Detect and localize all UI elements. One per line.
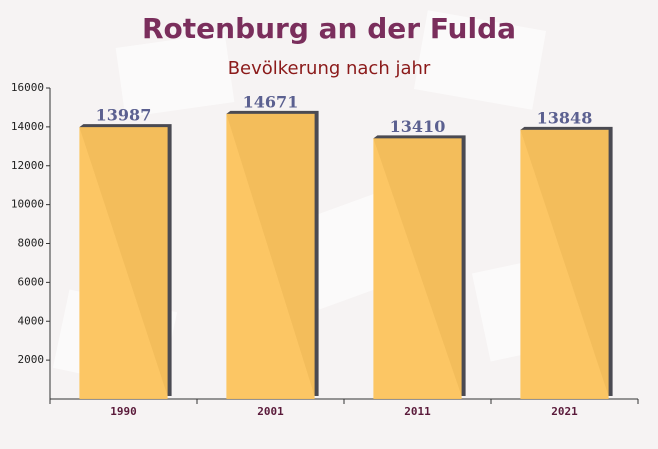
value-label: 13987 <box>96 106 152 125</box>
x-tick-label: 1990 <box>110 405 137 418</box>
y-tick-label: 14000 <box>11 120 44 133</box>
bar <box>79 127 168 399</box>
y-tick-label: 6000 <box>18 275 45 288</box>
y-tick-label: 8000 <box>18 237 45 250</box>
y-tick-label: 16000 <box>11 81 44 94</box>
y-tick-label: 12000 <box>11 159 44 172</box>
bar <box>520 129 609 399</box>
value-label: 14671 <box>243 92 299 111</box>
y-tick-label: 2000 <box>18 353 45 366</box>
x-tick-label: 2011 <box>404 405 431 418</box>
bar <box>373 138 462 399</box>
y-tick-label: 10000 <box>11 198 44 211</box>
bar <box>226 113 315 400</box>
x-tick-label: 2001 <box>257 405 284 418</box>
y-tick-label: 4000 <box>18 314 45 327</box>
chart-subtitle: Bevölkerung nach jahr <box>228 58 431 79</box>
value-label: 13410 <box>390 117 446 136</box>
x-tick-label: 2021 <box>551 405 578 418</box>
chart-title: Rotenburg an der Fulda <box>142 12 516 45</box>
value-label: 13848 <box>537 108 593 127</box>
